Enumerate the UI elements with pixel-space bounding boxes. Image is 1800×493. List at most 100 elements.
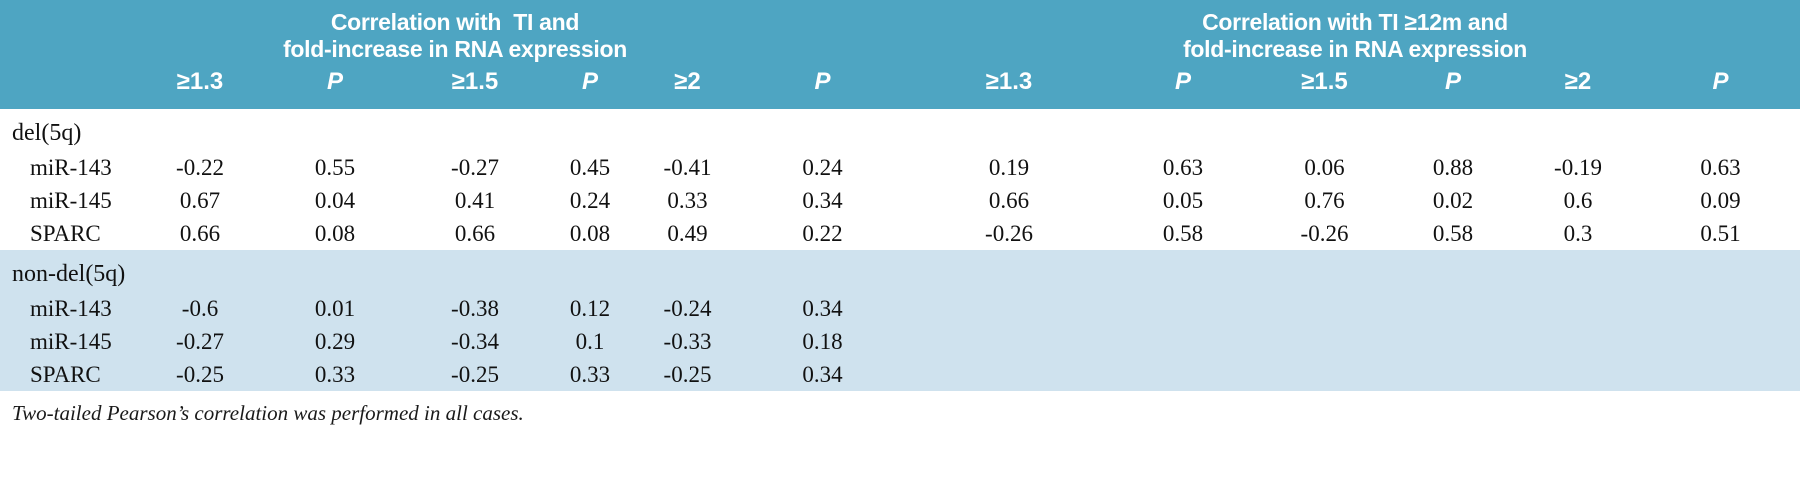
value-cell <box>910 358 1109 391</box>
value-cell: 0.08 <box>314 220 356 246</box>
value-cell <box>910 292 1109 325</box>
value-cell <box>1641 325 1800 358</box>
value-cell: -0.38 <box>410 292 540 325</box>
value-cell: -0.41 <box>663 154 712 180</box>
value-cell: 0.24 <box>569 187 611 213</box>
subheader-cell: ≥1.3 <box>140 63 260 109</box>
value-cell <box>1108 292 1259 325</box>
value-cell: -0.27 <box>451 154 499 180</box>
group1-title-line2: fold-increase in RNA expression <box>283 36 627 62</box>
value-cell: -0.25 <box>410 358 540 391</box>
table-row: miR-145 -0.27 0.29 -0.34 0.1 -0.33 0.18 <box>0 325 1800 358</box>
value-cell: 0.51 <box>1700 220 1741 246</box>
group-title-row: Correlation with TI and fold-increase in… <box>0 0 1800 63</box>
value-cell: 0.18 <box>735 325 911 358</box>
table-row: SPARC 0.66 0.08 0.66 0.08 0.49 0.22 -0.2… <box>0 217 1800 250</box>
value-cell: 0.6 <box>1563 187 1593 213</box>
table-row: SPARC -0.25 0.33 -0.25 0.33 -0.25 0.34 <box>0 358 1800 391</box>
value-cell: 0.29 <box>260 325 410 358</box>
table-row: miR-143 -0.22 0.55 -0.27 0.45 -0.41 0.24… <box>0 151 1800 184</box>
group1-title-line1: Correlation with TI and <box>330 9 580 35</box>
row-label: SPARC <box>0 358 140 391</box>
table-body: del(5q) miR-143 -0.22 0.55 -0.27 0.45 -0… <box>0 109 1800 391</box>
value-cell: 0.63 <box>1162 154 1204 180</box>
value-cell <box>1108 325 1259 358</box>
table-footnote: Two-tailed Pearson’s correlation was per… <box>12 401 524 425</box>
value-cell: 0.33 <box>260 358 410 391</box>
value-cell: 0.34 <box>802 187 843 213</box>
value-cell: 0.09 <box>1700 187 1741 213</box>
value-cell: 0.12 <box>540 292 640 325</box>
value-cell: -0.24 <box>640 292 735 325</box>
value-cell <box>1515 325 1642 358</box>
value-cell: 0.34 <box>735 358 911 391</box>
correlation-table: Correlation with TI and fold-increase in… <box>0 0 1800 391</box>
value-cell <box>1391 325 1516 358</box>
value-cell: -0.25 <box>640 358 735 391</box>
value-cell <box>1258 292 1392 325</box>
value-cell: 0.1 <box>540 325 640 358</box>
value-cell: -0.25 <box>140 358 260 391</box>
value-cell <box>1391 292 1516 325</box>
value-cell: -0.33 <box>640 325 735 358</box>
value-cell: 0.58 <box>1432 220 1474 246</box>
value-cell: 0.67 <box>179 187 221 213</box>
subheader-corner <box>0 63 140 109</box>
value-cell: 0.06 <box>1304 154 1345 180</box>
value-cell: 0.33 <box>667 187 708 213</box>
row-label: SPARC <box>30 220 101 246</box>
value-cell: 0.88 <box>1432 154 1474 180</box>
value-cell: 0.05 <box>1162 187 1204 213</box>
value-cell <box>1641 292 1800 325</box>
value-cell: 0.41 <box>454 187 496 213</box>
subheader-cell-p: P <box>1641 63 1800 109</box>
section-row: del(5q) <box>0 109 1800 151</box>
value-cell: 0.49 <box>667 220 708 246</box>
group2-title-line2: fold-increase in RNA expression <box>1183 36 1527 62</box>
value-cell: 0.66 <box>988 187 1030 213</box>
value-cell: 0.55 <box>314 154 356 180</box>
value-cell: 0.58 <box>1162 220 1204 246</box>
subheader-cell: ≥2 <box>640 63 735 109</box>
value-cell: 0.04 <box>314 187 356 213</box>
subheader-cell: ≥1.3 <box>910 63 1109 109</box>
group2-title: Correlation with TI ≥12m and fold-increa… <box>910 0 1800 63</box>
section-label: non-del(5q) <box>0 250 1800 292</box>
value-cell: -0.34 <box>410 325 540 358</box>
value-cell: 0.08 <box>569 220 611 246</box>
row-label: miR-143 <box>30 154 112 180</box>
table-row: miR-143 -0.6 0.01 -0.38 0.12 -0.24 0.34 <box>0 292 1800 325</box>
value-cell: 0.22 <box>802 220 843 246</box>
value-cell <box>910 325 1109 358</box>
table-row: miR-145 0.67 0.04 0.41 0.24 0.33 0.34 0.… <box>0 184 1800 217</box>
value-cell: 0.76 <box>1304 187 1345 213</box>
subheader-cell: ≥1.5 <box>410 63 540 109</box>
value-cell <box>1391 358 1516 391</box>
value-cell: 0.19 <box>988 154 1030 180</box>
subheader-row: ≥1.3 P ≥1.5 P ≥2 P ≥1.3 P ≥1.5 P ≥2 P <box>0 63 1800 109</box>
value-cell <box>1258 325 1392 358</box>
value-cell: 0.3 <box>1563 220 1593 246</box>
subheader-cell-p: P <box>1108 63 1259 109</box>
subheader-cell-p: P <box>1391 63 1516 109</box>
row-label: miR-145 <box>0 325 140 358</box>
value-cell <box>1515 292 1642 325</box>
table-header: Correlation with TI and fold-increase in… <box>0 0 1800 109</box>
value-cell: 0.24 <box>802 154 843 180</box>
subheader-cell-p: P <box>735 63 911 109</box>
value-cell: 0.02 <box>1432 187 1474 213</box>
row-label: miR-143 <box>0 292 140 325</box>
value-cell: 0.33 <box>540 358 640 391</box>
subheader-cell-p: P <box>260 63 410 109</box>
value-cell: 0.01 <box>260 292 410 325</box>
value-cell: -0.19 <box>1554 154 1602 180</box>
subheader-cell-p: P <box>540 63 640 109</box>
value-cell: -0.27 <box>140 325 260 358</box>
value-cell: 0.34 <box>735 292 911 325</box>
value-cell: 0.66 <box>454 220 496 246</box>
value-cell: 0.66 <box>179 220 221 246</box>
subheader-cell: ≥1.5 <box>1258 63 1392 109</box>
section-label: del(5q) <box>12 120 82 146</box>
value-cell: -0.22 <box>176 154 224 180</box>
value-cell: 0.45 <box>569 154 611 180</box>
